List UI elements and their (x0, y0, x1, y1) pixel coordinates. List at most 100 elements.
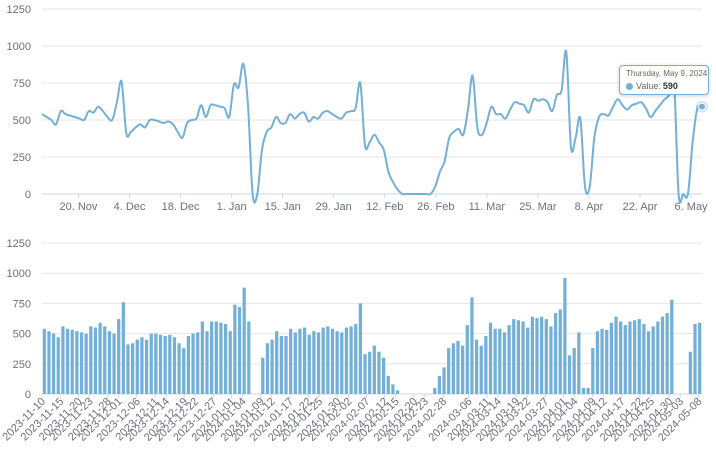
bar (316, 332, 321, 394)
bar (219, 322, 223, 394)
bar (200, 321, 204, 394)
bar (386, 375, 390, 394)
bar (530, 316, 534, 394)
bar (321, 327, 325, 394)
bar (233, 304, 237, 394)
bar (433, 387, 437, 394)
bar (516, 320, 521, 394)
bar (61, 326, 65, 394)
bottom-y-tick-label: 750 (13, 298, 31, 310)
bar (465, 325, 469, 394)
bar (344, 327, 349, 394)
bar (289, 328, 293, 394)
bar (158, 334, 163, 394)
top-x-tick-label: 18. Dec (162, 201, 200, 213)
bar (558, 309, 562, 394)
bar (84, 333, 88, 394)
bar (358, 303, 362, 394)
bar (75, 331, 79, 394)
bar (512, 319, 516, 394)
bar (609, 322, 613, 394)
bar (461, 345, 465, 394)
tooltip-row: Value: 590 (626, 81, 702, 91)
bar (502, 332, 507, 394)
bar (270, 339, 274, 394)
bar (586, 387, 590, 394)
bottom-y-tick-label: 0 (25, 389, 31, 401)
bottom-y-tick-label: 1250 (7, 238, 31, 250)
bar (354, 323, 358, 394)
bar (121, 302, 125, 394)
bar (526, 327, 530, 394)
bar (693, 323, 697, 394)
bar (140, 337, 144, 394)
bar (117, 319, 121, 394)
bar (619, 321, 623, 394)
top-y-tick-label: 500 (13, 115, 31, 127)
bar (437, 375, 442, 394)
top-x-tick-label: 6. May (675, 201, 709, 213)
top-x-tick-label: 8. Apr (575, 201, 604, 213)
bar (144, 339, 149, 394)
top-y-tick-label: 250 (13, 152, 31, 164)
bar (135, 339, 139, 394)
bar (553, 313, 558, 394)
bar (688, 351, 692, 394)
bar (646, 331, 651, 394)
top-x-tick-label: 20. Nov (60, 201, 98, 213)
bar (191, 333, 195, 394)
bar (567, 355, 572, 394)
bar (89, 326, 93, 394)
top-x-tick-label: 15. Jan (265, 201, 301, 213)
bar (484, 336, 488, 394)
bar (293, 332, 297, 394)
bar (149, 333, 153, 394)
bar (42, 328, 46, 394)
bar (451, 343, 455, 394)
top-x-tick-label: 1. Jan (217, 201, 247, 213)
bar (154, 333, 158, 394)
bar (600, 328, 604, 394)
bar (335, 331, 339, 394)
bar (182, 348, 186, 394)
bar (65, 328, 70, 394)
top-x-tick-label: 25. Mar (519, 201, 557, 213)
top-x-tick-label: 12. Feb (366, 201, 403, 213)
bar (93, 327, 98, 394)
bar (326, 326, 330, 394)
bar (698, 322, 702, 394)
bar (79, 332, 84, 394)
bar (521, 321, 525, 394)
bar (275, 331, 279, 394)
bar (107, 331, 112, 394)
chart-tooltip: Thursday, May 9, 2024 Value: 590 (619, 65, 709, 95)
hover-point-marker (698, 102, 706, 111)
bar (302, 327, 307, 394)
bar (595, 331, 600, 394)
bar (442, 367, 446, 394)
bar (628, 321, 632, 394)
bar (544, 319, 548, 394)
bar (651, 326, 655, 394)
top-x-tick-label: 29. Jan (316, 201, 352, 213)
bar (298, 328, 302, 394)
bar (381, 357, 386, 394)
bar (349, 326, 353, 394)
bar (247, 321, 251, 394)
bar (284, 336, 288, 394)
bottom-y-tick-label: 500 (13, 329, 31, 341)
bar (488, 322, 493, 394)
bar (395, 390, 400, 394)
bar (223, 323, 228, 394)
bar (70, 329, 74, 394)
bar (242, 287, 246, 394)
top-y-tick-label: 750 (13, 78, 31, 90)
bar (177, 343, 181, 394)
bar (632, 320, 637, 394)
bar (265, 343, 270, 394)
bar (372, 345, 376, 394)
bar (330, 328, 335, 394)
top-y-tick-label: 1250 (7, 4, 31, 16)
bar (103, 326, 107, 394)
